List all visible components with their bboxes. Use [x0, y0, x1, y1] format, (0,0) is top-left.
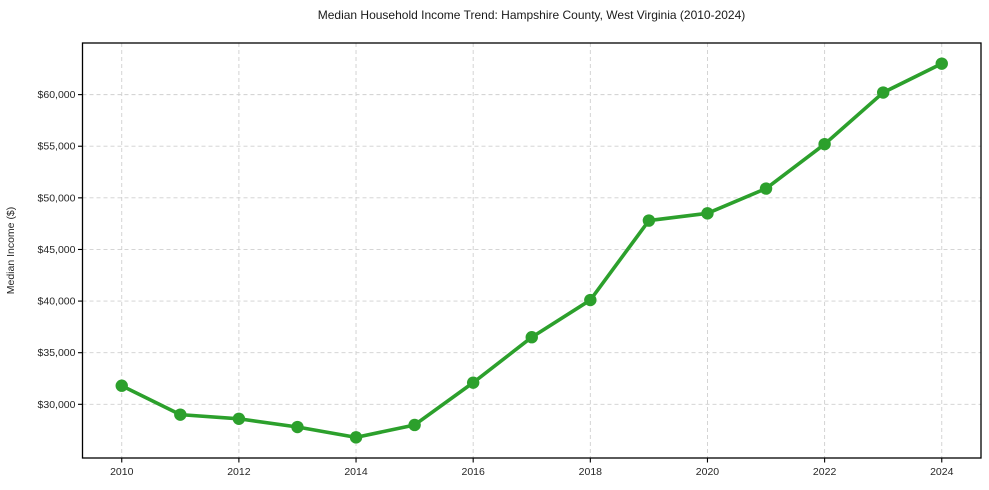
income-line-series: [115, 57, 948, 444]
x-tick-label: 2012: [227, 466, 251, 478]
data-point-2019: [642, 214, 656, 227]
y-tick-label: $55,000: [38, 141, 76, 153]
y-tick-label: $30,000: [38, 399, 76, 411]
data-point-2020: [701, 207, 714, 220]
y-tick-label: $50,000: [38, 192, 76, 204]
x-tick-label: 2018: [579, 466, 603, 478]
data-point-2021: [759, 182, 773, 195]
plot-border: [81, 42, 982, 459]
data-point-2010: [115, 379, 128, 392]
y-axis-label: Median Income ($): [5, 207, 17, 295]
x-tick-label: 2014: [344, 466, 368, 478]
data-point-2014: [349, 431, 363, 444]
data-point-2022: [818, 137, 831, 151]
x-tick-label: 2016: [461, 466, 485, 478]
data-point-2013: [291, 420, 304, 434]
data-point-2024: [935, 57, 948, 70]
axis-tick-labels: 2010 2012 2014 2016 2018 2020 2022 2024 $30,000 $…: [38, 89, 954, 478]
x-tick-label: 2020: [696, 466, 720, 478]
y-tick-label: $60,000: [38, 89, 76, 101]
trend-line: [119, 61, 944, 440]
axis-tick-marks: [78, 94, 943, 463]
x-tick-label: 2024: [930, 466, 954, 478]
data-point-2015: [408, 418, 421, 432]
x-tick-label: 2022: [813, 466, 837, 478]
x-tick-label: 2010: [110, 466, 134, 478]
data-point-2016: [466, 376, 480, 389]
data-point-2017: [525, 331, 538, 344]
y-tick-label: $45,000: [38, 244, 76, 256]
y-tick-label: $40,000: [38, 296, 76, 308]
gridlines: [82, 43, 981, 458]
data-point-2011: [174, 408, 187, 421]
data-point-2012: [232, 412, 246, 425]
y-tick-label: $35,000: [38, 347, 76, 359]
data-point-2018: [584, 293, 597, 307]
data-point-2023: [876, 86, 890, 99]
chart-title: Median Household Income Trend: Hampshire…: [317, 8, 746, 22]
